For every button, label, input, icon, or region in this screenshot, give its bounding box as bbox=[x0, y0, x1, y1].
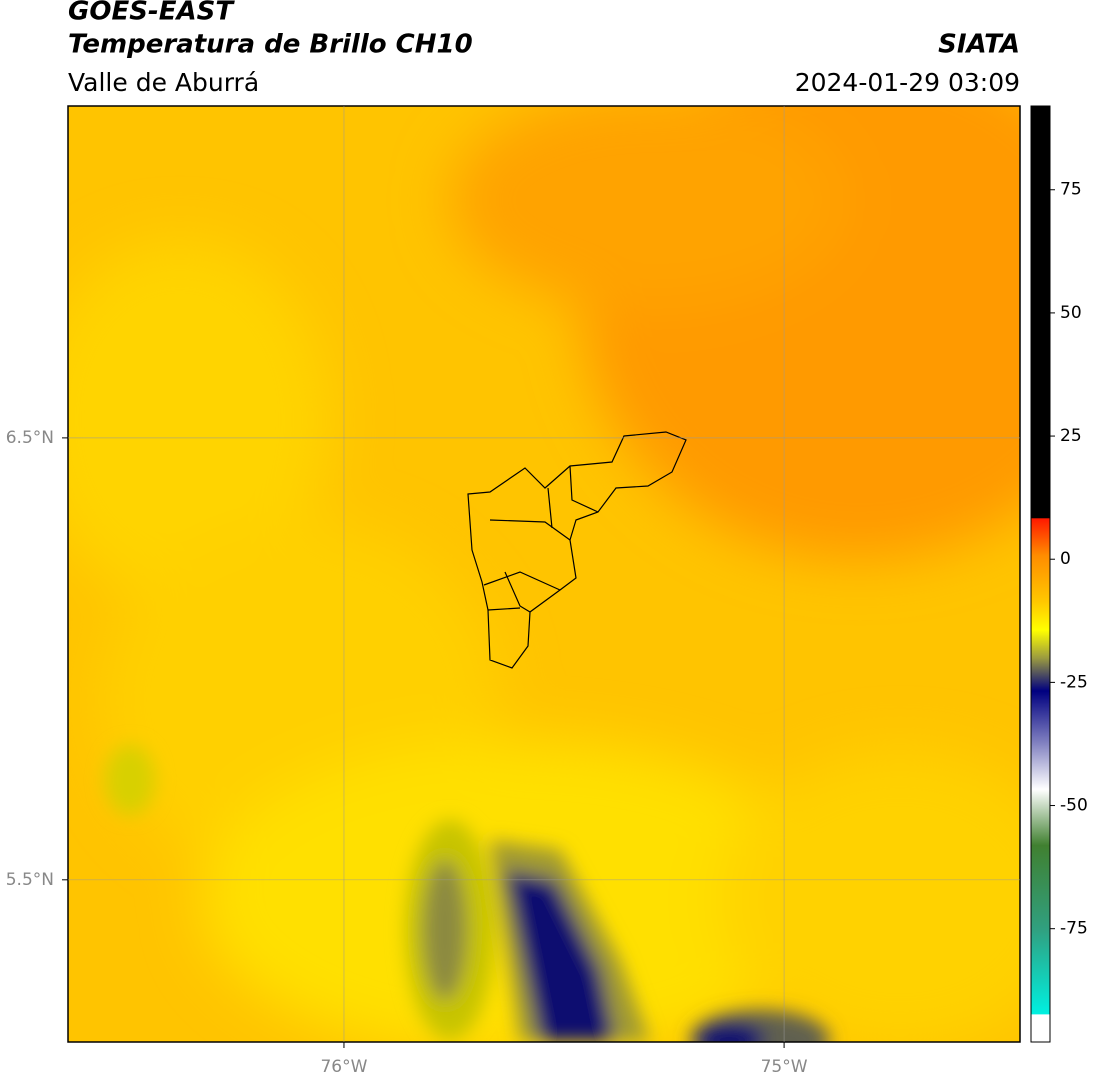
y-tick-label: 5.5°N bbox=[6, 870, 54, 890]
colorbar-tick-label: 50 bbox=[1060, 303, 1082, 323]
datetime: 2024-01-29 03:09 bbox=[795, 68, 1020, 97]
map-frame bbox=[67, 105, 1021, 1043]
y-tick-label: 6.5°N bbox=[6, 428, 54, 448]
colorbar-tick-label: 25 bbox=[1060, 426, 1082, 446]
x-tick-label: 75°W bbox=[761, 1057, 808, 1077]
colorbar bbox=[1030, 105, 1051, 1043]
subtitle: Temperatura de Brillo CH10 bbox=[68, 30, 473, 60]
region: Valle de Aburrá bbox=[68, 68, 259, 97]
satellite-image bbox=[68, 106, 1020, 1042]
valley-outline bbox=[467, 431, 687, 669]
colorbar-tick-label: -50 bbox=[1060, 796, 1088, 816]
colorbar-tick-label: -75 bbox=[1060, 919, 1088, 939]
colorbar-tick-label: 75 bbox=[1060, 180, 1082, 200]
source: SIATA bbox=[938, 30, 1020, 60]
colorbar-tick-label: -25 bbox=[1060, 672, 1088, 692]
colorbar-tick-label: 0 bbox=[1060, 549, 1071, 569]
title: GOES-EAST bbox=[68, 0, 235, 27]
x-tick-label: 76°W bbox=[320, 1057, 367, 1077]
